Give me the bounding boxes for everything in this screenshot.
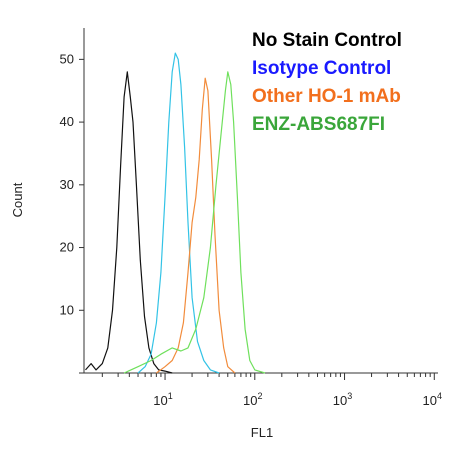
y-tick-label: 10 <box>60 302 74 317</box>
legend-entry-4: ENZ-ABS687FI <box>252 114 386 135</box>
chart-legend: No Stain Control Isotype Control Other HO-… <box>252 27 402 139</box>
x-tick-label: 104 <box>423 391 442 408</box>
series-line-4 <box>123 71 266 374</box>
y-tick-label: 50 <box>60 51 74 66</box>
histogram-series <box>85 52 266 374</box>
y-axis-title: Count <box>10 182 25 217</box>
y-tick-label: 40 <box>60 114 74 129</box>
x-axis-title: FL1 <box>251 425 273 440</box>
y-tick-label: 30 <box>60 177 74 192</box>
legend-entry-2: Isotype Control <box>252 58 392 79</box>
x-tick-label: 103 <box>333 391 352 408</box>
legend-entry-3: Other HO-1 mAb <box>252 86 401 107</box>
series-line-2 <box>137 52 220 374</box>
x-axis-ticks: 101 102 103 104 <box>101 373 442 408</box>
legend-entry-1: No Stain Control <box>252 30 402 51</box>
y-tick-label: 20 <box>60 240 74 255</box>
y-axis-ticks: 10 20 30 40 50 <box>60 51 84 374</box>
x-tick-label: 101 <box>153 391 172 408</box>
series-line-1 <box>85 71 173 374</box>
x-tick-label: 102 <box>243 391 262 408</box>
